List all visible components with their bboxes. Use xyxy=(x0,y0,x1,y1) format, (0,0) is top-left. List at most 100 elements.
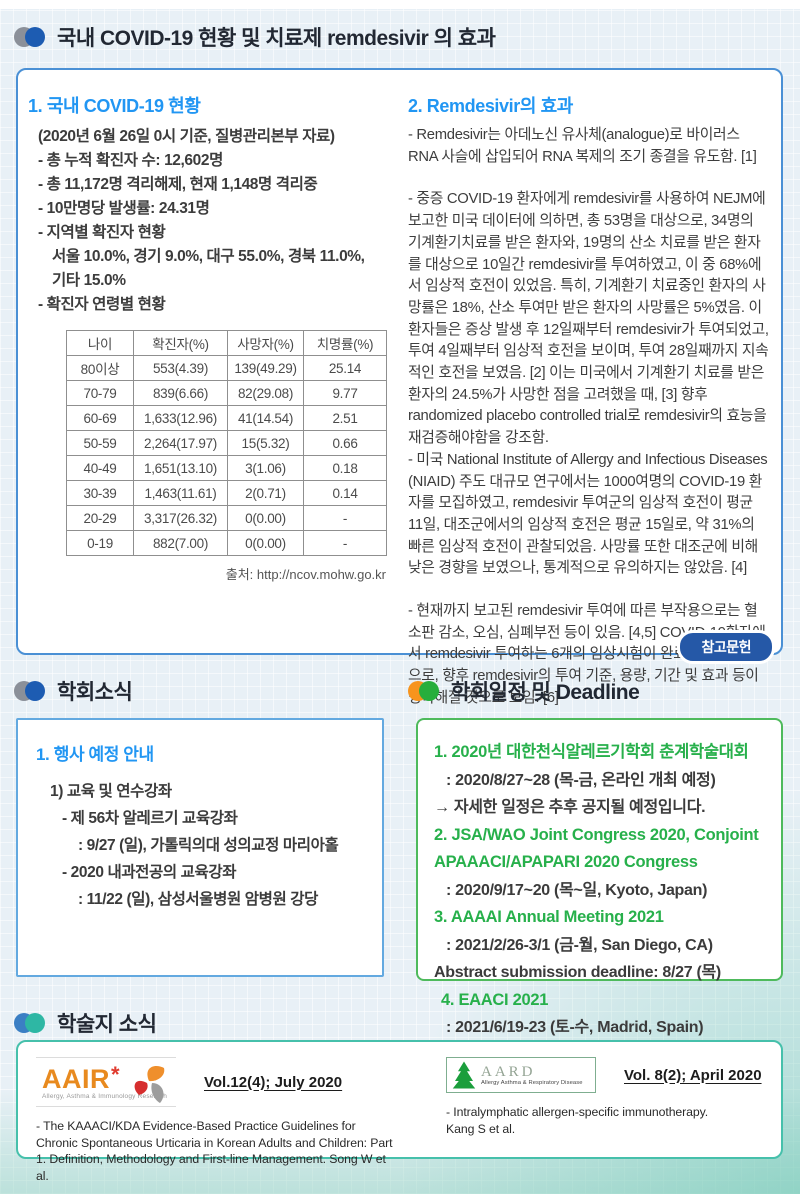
fatality-cell: 0.14 xyxy=(303,480,387,506)
remdesivir-column: 2. Remdesivir의 효과 - Remdesivir는 아데노신 유사체… xyxy=(402,70,781,706)
covid-status-line: - 총 누적 확진자 수: 12,602명 xyxy=(38,152,223,169)
covid-remdesivir-panel: 1. 국내 COVID-19 현황 (2020년 6월 26일 0시 기준, 질… xyxy=(16,68,783,706)
table-header-cell: 확진자(%) xyxy=(133,330,228,356)
aair-logo-text: AAIR xyxy=(42,1064,110,1094)
aard-journal-entry: AARD Allergy Asthma & Respiratory Diseas… xyxy=(418,1042,781,1157)
aair-volume-link[interactable]: Vol.12(4); July 2020 xyxy=(204,1073,343,1091)
deaths-cell: 15(5.32) xyxy=(227,430,304,456)
society-news-title: 학회소식 xyxy=(57,681,133,704)
deaths-cell: 0(0.00) xyxy=(227,505,304,531)
journal-news-title: 학술지 소식 xyxy=(57,1013,157,1036)
aair-logo-subtitle: Allergy, Asthma & Immunology Research xyxy=(42,1093,168,1100)
aair-logo-star: * xyxy=(111,1062,121,1087)
aard-logo-subtitle: Allergy Asthma & Respiratory Disease xyxy=(481,1079,583,1086)
covid-status-column: 1. 국내 COVID-19 현황 (2020년 6월 26일 0시 기준, 질… xyxy=(18,70,402,653)
event-line: : 9/27 (일), 가톨릭의대 성의교정 마리아홀 xyxy=(78,837,339,854)
aair-article-text: - The KAAACI/KDA Evidence-Based Practice… xyxy=(36,1119,393,1183)
age-cell: 80이상 xyxy=(66,355,134,381)
schedule-title: 학회일정 및 Deadline xyxy=(451,681,640,704)
aard-volume-link[interactable]: Vol. 8(2); April 2020 xyxy=(624,1066,762,1084)
table-row: 30-39 1,463(11.61) 2(0.71) 0.14 xyxy=(66,480,387,506)
fatality-cell: 25.14 xyxy=(303,355,387,381)
deaths-cell: 0(0.00) xyxy=(227,530,304,556)
main-header: 국내 COVID-19 현황 및 치료제 remdesivir 의 효과 xyxy=(14,22,496,52)
confirmed-cell: 1,633(12.96) xyxy=(133,405,228,431)
covid-section-title: 1. 국내 COVID-19 현황 xyxy=(28,96,201,116)
journal-panel: AAIR* Allergy, Asthma & Immunology Resea… xyxy=(16,1040,783,1183)
age-cell: 20-29 xyxy=(66,505,134,531)
aard-article-author: Kang S et al. xyxy=(446,1121,516,1136)
schedule-line: 1. 2020년 대한천식알레르기학회 춘계학술대회 xyxy=(434,743,749,761)
aair-flower-icon xyxy=(134,1065,165,1103)
fatality-cell: 2.51 xyxy=(303,405,387,431)
covid-status-line: - 지역별 확진자 현황 xyxy=(38,224,166,241)
confirmed-cell: 1,463(11.61) xyxy=(133,480,228,506)
society-events-panel: 1. 행사 예정 안내 1) 교육 및 연수강좌 - 제 56차 알레르기 교육강… xyxy=(16,718,384,977)
aard-article-text: - Intralymphatic allergen-specific immun… xyxy=(446,1104,781,1137)
references-button[interactable]: 참고문헌 xyxy=(677,630,775,664)
age-cell: 0-19 xyxy=(66,530,134,556)
age-cell: 40-49 xyxy=(66,455,134,481)
age-cell: 60-69 xyxy=(66,405,134,431)
bullet-circles-icon xyxy=(14,681,46,701)
confirmed-cell: 3,317(26.32) xyxy=(133,505,228,531)
schedule-line: Abstract submission deadline: 8/27 (목) xyxy=(434,964,721,981)
table-row: 80이상 553(4.39) 139(49.29) 25.14 xyxy=(66,355,387,381)
event-line: : 11/22 (일), 삼성서울병원 암병원 강당 xyxy=(78,891,318,908)
table-header-cell: 치명률(%) xyxy=(303,330,387,356)
table-row: 40-49 1,651(13.10) 3(1.06) 0.18 xyxy=(66,455,387,481)
fatality-cell: 0.66 xyxy=(303,430,387,456)
event-line: 1) 교육 및 연수강좌 xyxy=(50,783,172,800)
aard-logo-text: AARD xyxy=(481,1063,536,1080)
schedule-line: : 2021/2/26-3/1 (금-월, San Diego, CA) xyxy=(446,936,713,954)
schedule-line: 4. EAACI 2021 xyxy=(441,990,549,1009)
table-row: 60-69 1,633(12.96) 41(14.54) 2.51 xyxy=(66,405,387,431)
deaths-cell: 2(0.71) xyxy=(227,480,304,506)
bullet-circles-icon xyxy=(14,27,46,47)
confirmed-cell: 2,264(17.97) xyxy=(133,430,228,456)
schedule-line: : 2020/9/17~20 (목~일, Kyoto, Japan) xyxy=(446,881,708,899)
covid-status-line: 기타 15.0% xyxy=(52,272,126,289)
events-list: 1) 교육 및 연수강좌 - 제 56차 알레르기 교육강좌: 9/27 (일),… xyxy=(36,778,382,913)
society-news-header: 학회소식 xyxy=(14,676,133,706)
confirmed-cell: 839(6.66) xyxy=(133,380,228,406)
age-cell: 50-59 xyxy=(66,430,134,456)
table-header-cell: 사망자(%) xyxy=(227,330,304,356)
fatality-cell: - xyxy=(303,530,387,556)
confirmed-cell: 882(7.00) xyxy=(133,530,228,556)
remdesivir-paragraph: - 현재까지 보고된 remdesivir 투여에 따른 부작용으로는 혈소판 … xyxy=(407,603,766,706)
covid-status-line: 서울 10.0%, 경기 9.0%, 대구 55.0%, 경북 11.0%, xyxy=(52,248,365,265)
confirmed-cell: 553(4.39) xyxy=(133,355,228,381)
table-row: 70-79 839(6.66) 82(29.08) 9.77 xyxy=(66,380,387,406)
deaths-cell: 41(14.54) xyxy=(227,405,304,431)
table-header-row: 나이 확진자(%) 사망자(%) 치명률(%) xyxy=(66,330,387,356)
covid-status-line: (2020년 6월 26일 0시 기준, 질병관리본부 자료) xyxy=(38,128,335,145)
confirmed-cell: 1,651(13.10) xyxy=(133,455,228,481)
age-distribution-table: 나이 확진자(%) 사망자(%) 치명률(%) 80이상 553(4.39) 139(… xyxy=(66,330,387,556)
fatality-cell: 0.18 xyxy=(303,455,387,481)
fatality-cell: - xyxy=(303,505,387,531)
aard-logo: AARD Allergy Asthma & Respiratory Diseas… xyxy=(446,1057,596,1093)
schedule-line: → 자세한 일정은 추후 공지될 예정입니다. xyxy=(434,799,706,816)
covid-status-lines: (2020년 6월 26일 0시 기준, 질병관리본부 자료) - 총 누적 확진… xyxy=(28,125,402,317)
covid-status-line: - 10만명당 발생률: 24.31명 xyxy=(38,200,210,217)
aair-logo: AAIR* Allergy, Asthma & Immunology Resea… xyxy=(36,1057,176,1107)
page-title: 국내 COVID-19 현황 및 치료제 remdesivir 의 효과 xyxy=(57,27,496,50)
remdesivir-paragraphs: - Remdesivir는 아데노신 유사체(analogue)로 바이러스 R… xyxy=(408,125,769,710)
bullet-circles-icon xyxy=(408,681,440,701)
journal-news-header: 학술지 소식 xyxy=(14,1008,157,1038)
schedule-header: 학회일정 및 Deadline xyxy=(408,676,640,706)
schedule-list: 1. 2020년 대한천식알레르기학회 춘계학술대회 : 2020/8/27~28… xyxy=(434,739,771,1042)
fatality-cell: 9.77 xyxy=(303,380,387,406)
table-row: 20-29 3,317(26.32) 0(0.00) - xyxy=(66,505,387,531)
deaths-cell: 3(1.06) xyxy=(227,455,304,481)
remdesivir-paragraph: - 미국 National Institute of Allergy and I… xyxy=(407,451,768,577)
schedule-panel: 1. 2020년 대한천식알레르기학회 춘계학술대회 : 2020/8/27~28… xyxy=(416,718,783,1036)
schedule-line: 3. AAAAI Annual Meeting 2021 xyxy=(434,908,664,926)
events-notice-title: 1. 행사 예정 안내 xyxy=(36,745,154,764)
aair-journal-entry: AAIR* Allergy, Asthma & Immunology Resea… xyxy=(18,1042,418,1183)
remdesivir-section-title: 2. Remdesivir의 효과 xyxy=(407,96,573,116)
schedule-line: 2. JSA/WAO Joint Congress 2020, Conjoint… xyxy=(434,825,759,872)
deaths-cell: 82(29.08) xyxy=(227,380,304,406)
schedule-line: : 2020/8/27~28 (목-금, 온라인 개최 예정) xyxy=(446,771,716,789)
